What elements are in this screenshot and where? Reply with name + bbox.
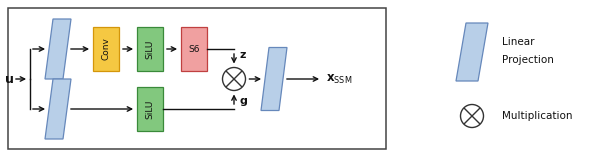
- Polygon shape: [45, 19, 71, 79]
- FancyBboxPatch shape: [8, 8, 386, 149]
- Text: $\mathbf{g}$: $\mathbf{g}$: [239, 96, 248, 108]
- Text: Linear: Linear: [502, 37, 534, 47]
- Text: Conv: Conv: [102, 38, 111, 60]
- FancyBboxPatch shape: [137, 27, 163, 71]
- Text: S6: S6: [188, 44, 200, 54]
- Circle shape: [223, 68, 246, 90]
- FancyBboxPatch shape: [93, 27, 119, 71]
- FancyBboxPatch shape: [181, 27, 207, 71]
- Polygon shape: [45, 79, 71, 139]
- Text: $\mathbf{x}_{\mathsf{SSM}}$: $\mathbf{x}_{\mathsf{SSM}}$: [326, 72, 353, 85]
- Text: Projection: Projection: [502, 55, 554, 65]
- Polygon shape: [261, 47, 287, 110]
- FancyBboxPatch shape: [137, 87, 163, 131]
- Text: SiLU: SiLU: [145, 39, 154, 59]
- Circle shape: [460, 105, 483, 127]
- Text: Multiplication: Multiplication: [502, 111, 573, 121]
- Polygon shape: [456, 23, 488, 81]
- Text: $\mathbf{u}$: $\mathbf{u}$: [4, 73, 14, 85]
- Text: SiLU: SiLU: [145, 99, 154, 119]
- Text: $\mathbf{z}$: $\mathbf{z}$: [239, 50, 247, 60]
